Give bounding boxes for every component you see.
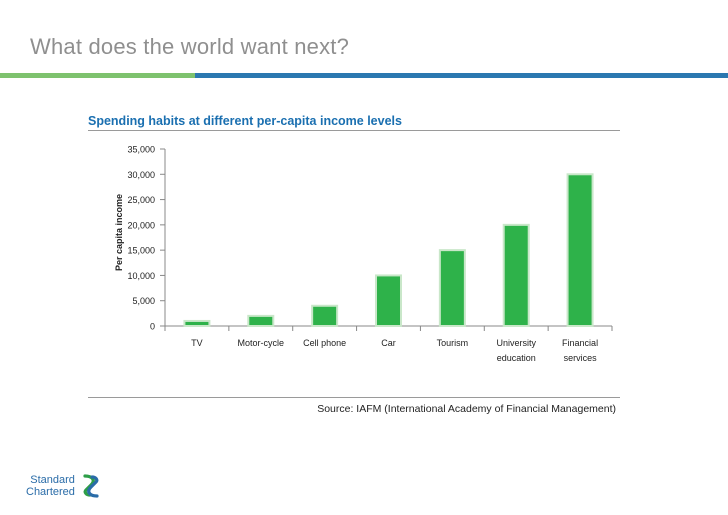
bar-car <box>375 274 402 327</box>
y-tick-label: 30,000 <box>127 170 155 180</box>
bar-cell-phone <box>311 304 339 327</box>
y-axis-title: Per capita income <box>114 194 124 271</box>
bar-tourism <box>438 249 466 327</box>
y-tick-label: 5,000 <box>132 296 155 306</box>
x-category-label: TV <box>191 338 203 348</box>
x-category-label: Car <box>381 338 396 348</box>
x-category-label: Cell phone <box>303 338 346 348</box>
x-category-label: Financial <box>562 338 598 348</box>
y-tick-label: 15,000 <box>127 246 155 256</box>
standard-chartered-logo: Standard Chartered <box>26 474 100 498</box>
logo-line-2: Chartered <box>26 486 75 498</box>
x-category-label: education <box>497 353 536 363</box>
chart-top-rule <box>88 130 620 131</box>
bar-motor-cycle <box>247 314 275 327</box>
bar-financial-services <box>566 173 594 327</box>
bar-chart: 0 5,000 10,000 15,000 20,000 25,000 30,000 35,0… <box>114 145 613 363</box>
chart-bottom-rule <box>88 397 620 398</box>
bar-tv <box>183 319 211 328</box>
title-bar-blue-segment <box>195 73 728 78</box>
y-tick-label: 20,000 <box>127 220 155 230</box>
chart-title: Spending habits at different per-capita … <box>88 114 402 128</box>
slide-title: What does the world want next? <box>30 34 350 59</box>
y-tick-label: 35,000 <box>127 145 155 155</box>
y-tick-label: 10,000 <box>127 271 155 281</box>
title-bar-green-segment <box>0 73 195 78</box>
x-category-label: services <box>564 353 598 363</box>
x-category-label: Tourism <box>437 338 469 348</box>
y-tick-label: 25,000 <box>127 195 155 205</box>
x-category-label: Motor-cycle <box>238 338 285 348</box>
logo-line-1: Standard <box>30 474 75 486</box>
logo-wordmark: Standard Chartered <box>26 474 75 498</box>
title-underline-bar <box>0 73 728 78</box>
y-tick-label: 0 <box>150 322 155 332</box>
bar-university-education <box>502 223 530 328</box>
x-category-label: University <box>496 338 536 348</box>
source-note: Source: IAFM (International Academy of F… <box>317 403 616 415</box>
logo-mark-icon <box>83 474 99 498</box>
